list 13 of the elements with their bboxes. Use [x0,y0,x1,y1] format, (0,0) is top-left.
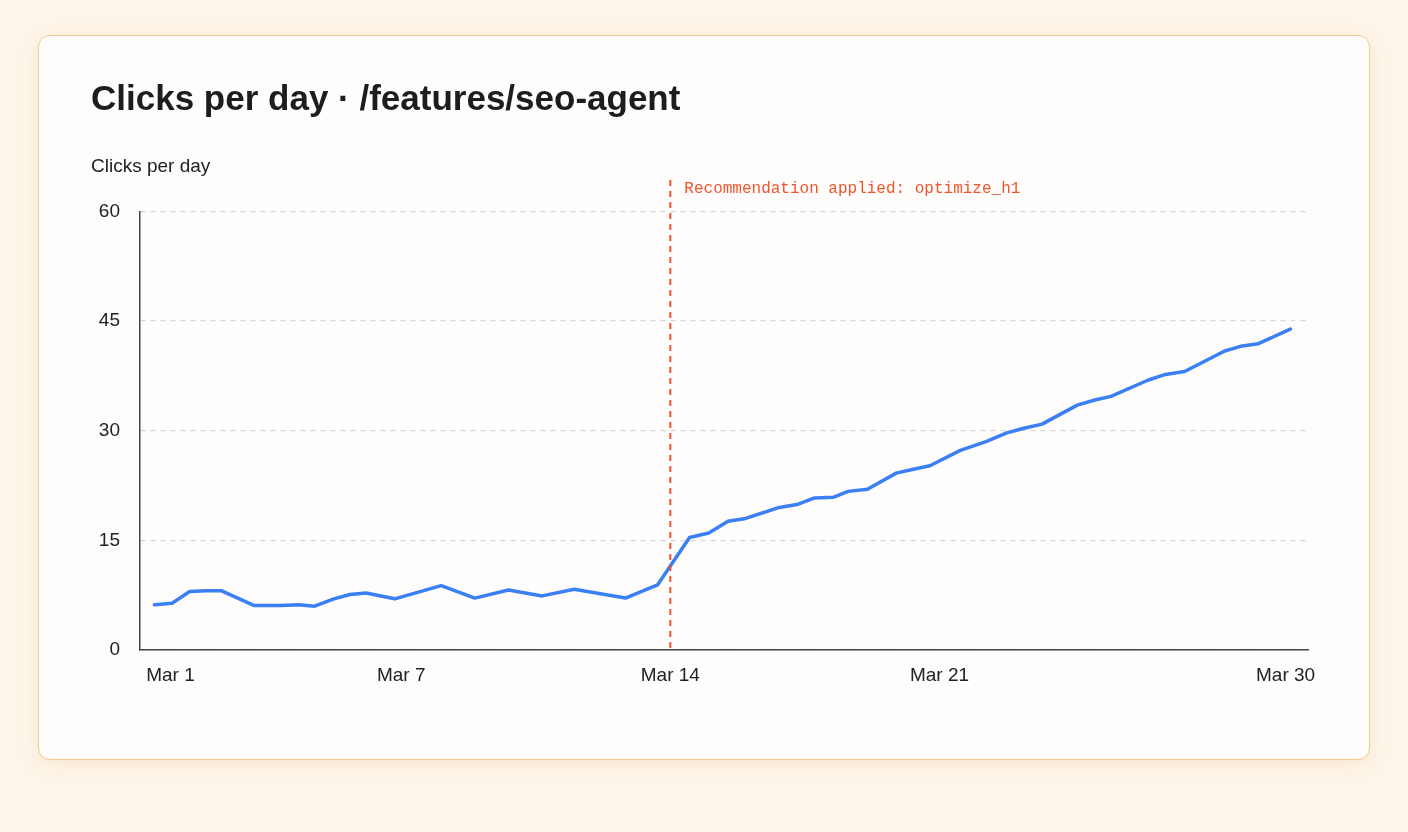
x-tick-label: Mar 7 [376,663,426,685]
chart-title: Clicks per day · /features/seo-agent [91,78,681,118]
y-tick-label: 30 [98,418,120,440]
y-tick-label: 0 [109,638,120,660]
x-tick-label: Mar 1 [146,663,195,685]
y-tick-label: 15 [98,528,120,550]
ref-line-label: Recommendation applied: optimize_h1 [684,180,1021,199]
x-tick-label: Mar 21 [909,663,970,685]
y-axis-title: Clicks per day [91,155,211,177]
x-tick-label: Mar 30 [1256,663,1316,685]
x-tick-label: Mar 14 [640,663,701,685]
y-tick-label: 45 [98,309,120,331]
y-tick-label: 60 [98,199,120,221]
